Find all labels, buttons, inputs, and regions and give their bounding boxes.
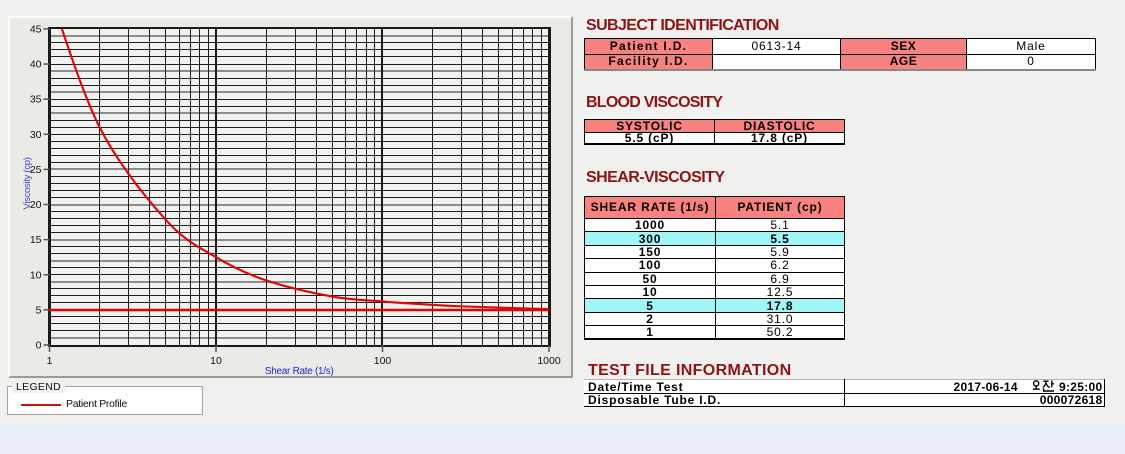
svg-text:25: 25: [30, 164, 42, 176]
svg-text:10: 10: [30, 269, 42, 281]
svg-text:30: 30: [30, 129, 42, 141]
svg-text:Shear Rate (1/s): Shear Rate (1/s): [265, 366, 334, 377]
svg-text:5: 5: [36, 304, 42, 316]
svg-text:40: 40: [30, 59, 42, 71]
svg-text:Viscosity (cp): Viscosity (cp): [22, 157, 33, 209]
svg-text:0: 0: [36, 340, 42, 352]
svg-text:1000: 1000: [537, 355, 561, 367]
svg-text:20: 20: [30, 199, 42, 211]
svg-text:10: 10: [210, 355, 222, 367]
svg-text:15: 15: [30, 234, 42, 246]
svg-text:1: 1: [47, 355, 53, 367]
svg-text:35: 35: [30, 94, 42, 106]
svg-text:100: 100: [374, 355, 392, 367]
svg-text:45: 45: [30, 23, 42, 35]
